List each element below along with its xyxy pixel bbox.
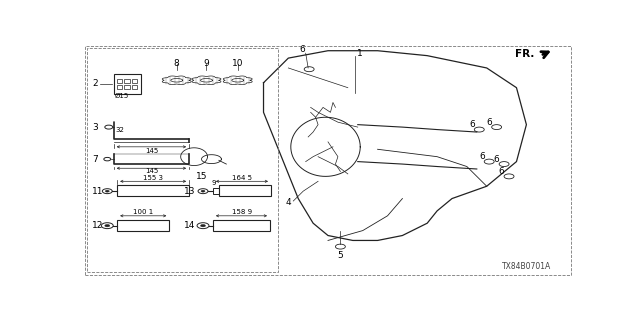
- Text: Ø15: Ø15: [115, 92, 129, 99]
- Text: 6: 6: [494, 155, 499, 164]
- Bar: [219, 185, 271, 196]
- Text: 6: 6: [300, 45, 305, 54]
- Text: 6: 6: [479, 152, 484, 161]
- Text: 4: 4: [286, 198, 291, 207]
- Text: 164 5: 164 5: [232, 175, 252, 180]
- Text: 7: 7: [92, 155, 98, 164]
- Text: 9: 9: [204, 59, 209, 68]
- Text: 8: 8: [174, 59, 180, 68]
- Bar: [213, 188, 219, 194]
- Bar: [132, 79, 137, 83]
- Circle shape: [105, 224, 110, 227]
- Text: 6: 6: [486, 118, 492, 127]
- Circle shape: [200, 224, 205, 227]
- Text: 13: 13: [184, 187, 196, 196]
- Circle shape: [106, 190, 109, 192]
- Bar: [124, 79, 129, 83]
- Text: 32: 32: [116, 127, 125, 132]
- Bar: [114, 74, 141, 94]
- Circle shape: [201, 190, 205, 192]
- Bar: [117, 220, 169, 231]
- Text: 155 3: 155 3: [143, 175, 163, 180]
- Text: 6: 6: [469, 120, 475, 129]
- Bar: [132, 85, 137, 89]
- Text: 10: 10: [232, 59, 243, 68]
- Text: 158 9: 158 9: [232, 209, 252, 215]
- Text: 145: 145: [145, 148, 158, 154]
- Bar: [116, 85, 122, 89]
- Text: 3: 3: [92, 123, 98, 132]
- Text: 9: 9: [212, 180, 216, 186]
- Text: TX84B0701A: TX84B0701A: [502, 262, 551, 271]
- Text: 100 1: 100 1: [133, 209, 154, 215]
- Text: 12: 12: [92, 221, 104, 230]
- Bar: [213, 220, 270, 231]
- Bar: [117, 185, 189, 196]
- Text: 1: 1: [356, 49, 362, 58]
- Text: 5: 5: [337, 251, 343, 260]
- Text: 145: 145: [145, 168, 158, 174]
- Text: FR.: FR.: [515, 49, 535, 60]
- Text: 6: 6: [499, 167, 504, 176]
- Bar: [88, 48, 278, 273]
- Text: 11: 11: [92, 187, 104, 196]
- Bar: [124, 85, 129, 89]
- Text: 14: 14: [184, 221, 196, 230]
- Text: 15: 15: [196, 172, 207, 181]
- Text: 2: 2: [92, 79, 98, 89]
- Bar: [116, 79, 122, 83]
